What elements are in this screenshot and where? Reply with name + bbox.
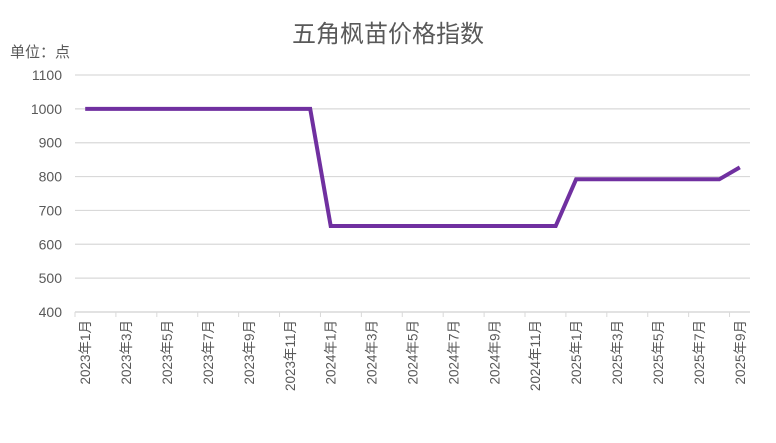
unit-label: 单位：点 <box>10 43 70 61</box>
y-tick-label: 600 <box>39 236 63 252</box>
x-tick-label: 2025年9月 <box>733 320 748 385</box>
series-line <box>85 106 741 228</box>
x-tick-label: 2023年5月 <box>160 320 175 385</box>
x-axis: 2023年1月 2023年3月 2023年5月 2023年7月 2023年9月 2023年… <box>74 312 748 391</box>
y-tick-label: 400 <box>39 304 63 320</box>
x-tick-label: 2025年5月 <box>651 320 666 385</box>
x-tick-label: 2024年1月 <box>324 320 339 385</box>
y-tick-label: 800 <box>39 169 63 185</box>
y-tick-label: 1100 <box>32 67 62 83</box>
x-tick-label: 2024年9月 <box>487 320 502 385</box>
x-tick-label: 2024年3月 <box>365 320 380 385</box>
y-tick-label: 900 <box>39 135 63 151</box>
chart-title: 五角枫苗价格指数 <box>292 20 484 48</box>
y-tick-label: 1000 <box>31 101 62 117</box>
x-tick-label: 2023年11月 <box>283 320 298 391</box>
y-tick-label: 500 <box>39 270 63 286</box>
y-axis: 400 500 600 700 800 900 1000 1100 <box>31 67 62 320</box>
x-tick-label: 2025年1月 <box>569 320 584 385</box>
x-tick-label: 2023年3月 <box>119 320 134 385</box>
x-tick-label: 2024年7月 <box>446 320 461 385</box>
x-tick-label: 2023年1月 <box>78 320 93 385</box>
y-tick-label: 700 <box>39 202 63 218</box>
x-tick-label: 2025年7月 <box>692 320 707 385</box>
x-tick-label: 2024年11月 <box>528 320 543 391</box>
x-tick-label: 2023年9月 <box>242 320 257 385</box>
x-tick-label: 2025年3月 <box>610 320 625 385</box>
x-tick-label: 2023年7月 <box>201 320 216 385</box>
x-tick-label: 2024年5月 <box>406 320 421 385</box>
